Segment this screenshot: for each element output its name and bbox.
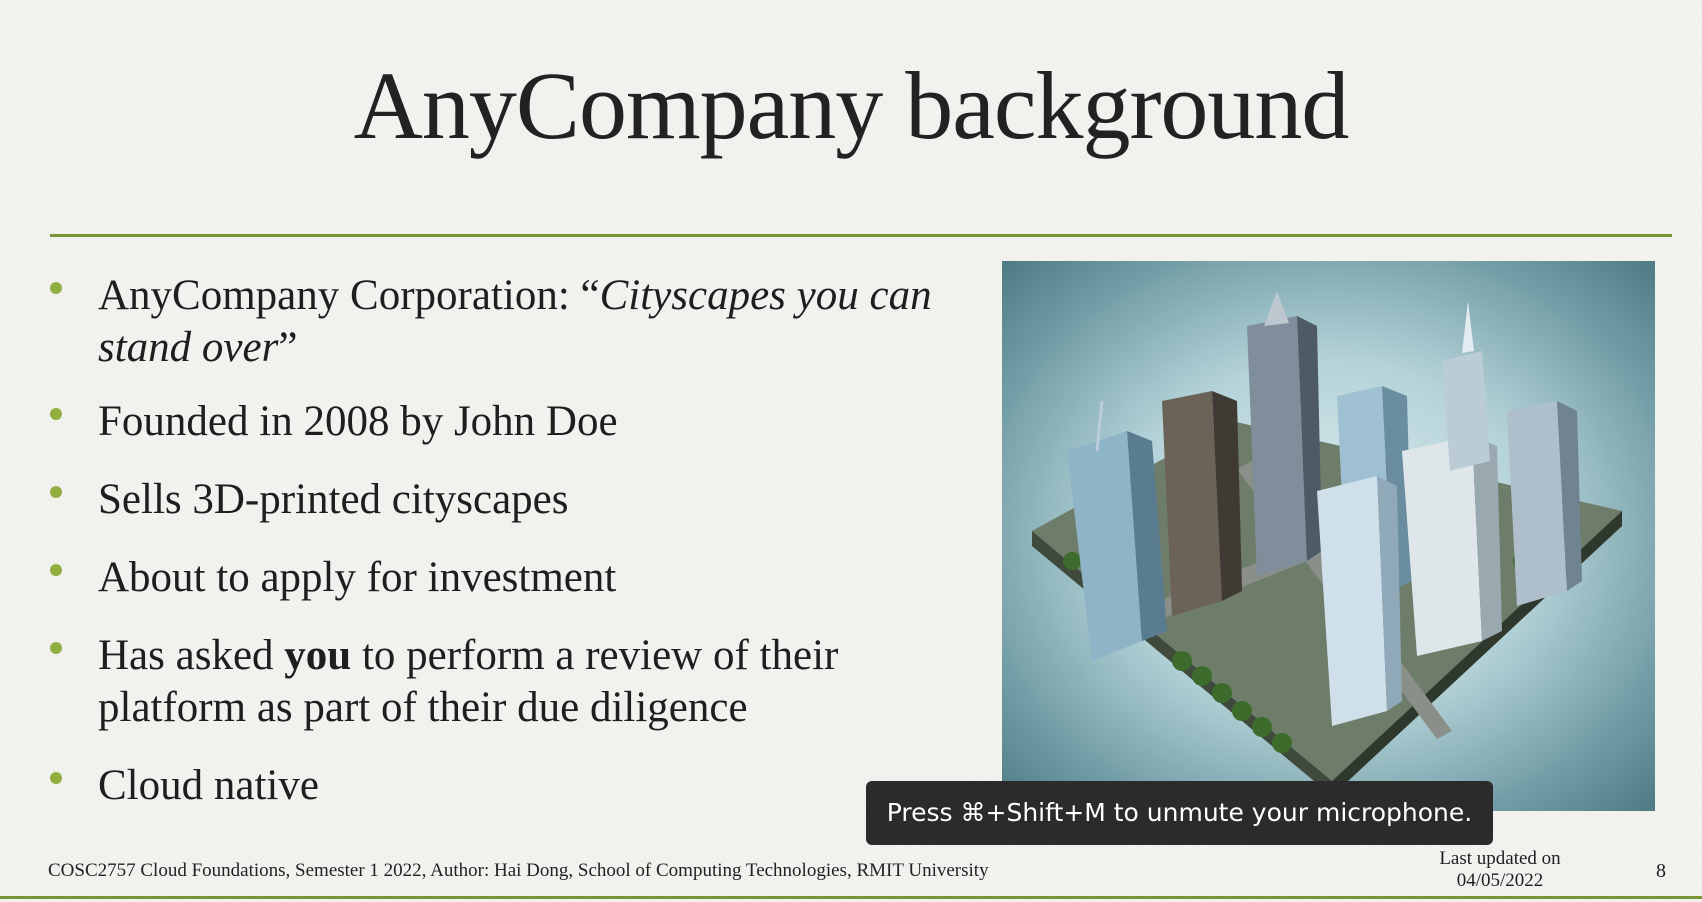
bullet-item: Has asked you to perform a review of the…	[48, 630, 978, 734]
bullet-dot-icon	[50, 564, 62, 576]
footer-divider	[0, 896, 1702, 899]
page-number: 8	[1656, 860, 1666, 882]
bullet-item: AnyCompany Corporation: “Cityscapes you …	[48, 270, 978, 374]
bullet-text: Cloud native	[98, 762, 319, 809]
slide-footer: COSC2757 Cloud Foundations, Semester 1 2…	[48, 860, 989, 881]
slide-title: AnyCompany background	[353, 52, 1350, 159]
bullet-text-suffix: to perform a review of their platform as…	[98, 632, 839, 731]
cityscape-image	[1002, 261, 1655, 811]
bullet-text-bold: you	[284, 632, 352, 679]
bullet-text: Founded in 2008 by John Doe	[98, 398, 618, 445]
bullet-item: Cloud native	[48, 760, 978, 812]
mute-notification-toast: Press ⌘+Shift+M to unmute your microphon…	[866, 781, 1493, 845]
bullet-text: Sells 3D-printed cityscapes	[98, 476, 569, 523]
cityscape-illustration	[1032, 291, 1622, 796]
bullet-dot-icon	[50, 772, 62, 784]
bullet-list: AnyCompany Corporation: “Cityscapes you …	[48, 270, 978, 838]
bullet-text: About to apply for investment	[98, 554, 617, 601]
bullet-text-italic: Cityscapes you can stand over	[98, 272, 932, 371]
bullet-dot-icon	[50, 408, 62, 420]
last-updated-label: Last updated on	[1439, 848, 1561, 869]
bullet-dot-icon	[50, 282, 62, 294]
bullet-text-prefix: AnyCompany Corporation: “	[98, 272, 600, 319]
title-divider	[50, 234, 1672, 237]
bullet-item: About to apply for investment	[48, 552, 978, 604]
bullet-item: Sells 3D-printed cityscapes	[48, 474, 978, 526]
bullet-text-suffix: ”	[278, 324, 298, 371]
bullet-text-prefix: Has asked	[98, 632, 285, 679]
last-updated: Last updated on 04/05/2022	[1420, 848, 1580, 892]
bullet-dot-icon	[50, 642, 62, 654]
last-updated-date: 04/05/2022	[1456, 870, 1544, 891]
bullet-dot-icon	[50, 486, 62, 498]
bullet-item: Founded in 2008 by John Doe	[48, 396, 978, 448]
